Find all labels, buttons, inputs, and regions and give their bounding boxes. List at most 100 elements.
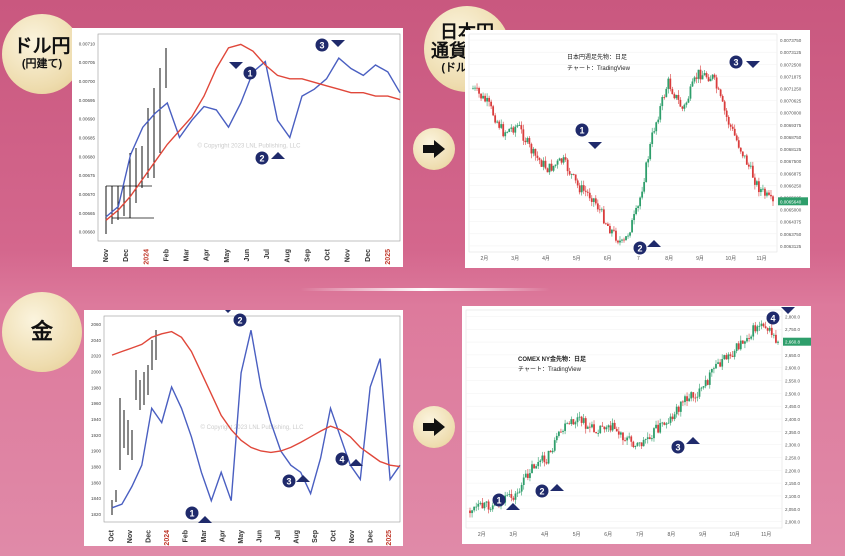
- candle-body: [755, 181, 758, 185]
- candle-body: [500, 124, 503, 128]
- candle-body: [582, 185, 585, 191]
- candle-body: [512, 497, 515, 500]
- candle-body: [659, 423, 662, 433]
- candle-body: [700, 387, 703, 389]
- gold-chart-source: チャート：TradingView: [518, 367, 581, 373]
- candle-body: [701, 75, 704, 80]
- candle-body: [723, 355, 726, 360]
- x-tick-label: 11月: [761, 532, 771, 538]
- x-tick-label: 3月: [510, 532, 518, 538]
- x-tick-label: 7: [637, 256, 640, 262]
- candle-body: [529, 473, 531, 478]
- y-tick-label: 0.0068750: [780, 135, 802, 140]
- candle-body: [485, 501, 488, 503]
- x-tick-label: Feb: [163, 249, 170, 261]
- y-tick-label: 2,800.0: [785, 314, 801, 319]
- candle-body: [541, 455, 544, 461]
- y-tick-label: 0.00690: [79, 117, 96, 122]
- candle-body: [639, 197, 642, 207]
- candle-body: [611, 229, 613, 234]
- candle-body: [526, 138, 529, 143]
- candle-body: [510, 494, 513, 498]
- candle-body: [623, 239, 625, 241]
- candle-body: [591, 424, 593, 428]
- candle-body: [502, 124, 505, 137]
- candle-body: [673, 94, 676, 99]
- candle-body: [572, 419, 575, 425]
- candle-body: [494, 115, 497, 123]
- y-tick-label: 2,750.0: [785, 327, 801, 332]
- candle-body: [725, 110, 728, 117]
- y-tick-label: 1880: [91, 465, 102, 470]
- candle-body: [642, 439, 645, 447]
- watermark: © Copyright 2023 LNL Publishing, LLC: [198, 143, 302, 150]
- candle-body: [572, 174, 575, 175]
- marker-4-triangle: [781, 307, 795, 314]
- y-tick-label: 1920: [91, 433, 102, 438]
- usdjpy-badge-sub: (円建て): [21, 58, 63, 71]
- marker-1-circle: [185, 506, 199, 520]
- candle-body: [479, 502, 482, 504]
- candle-body: [562, 157, 565, 163]
- marker-4-label: 4: [770, 314, 775, 324]
- candle-body: [653, 131, 656, 133]
- candle-body: [677, 94, 680, 100]
- candle-body: [633, 214, 635, 221]
- x-tick-label: Mar: [184, 249, 191, 262]
- candle-body: [731, 126, 734, 129]
- y-tick-label: 0.0063125: [780, 244, 802, 249]
- candle-body: [487, 501, 490, 510]
- marker-1-label: 1: [496, 496, 501, 506]
- x-tick-label: May: [224, 249, 231, 263]
- candle-body: [486, 97, 488, 102]
- candle-body: [735, 135, 738, 141]
- y-tick-label: 0.00700: [79, 79, 96, 84]
- candle-body: [690, 392, 693, 399]
- x-tick-label: Jun: [244, 249, 251, 261]
- gold-futures-chart: 2,800.02,750.02,700.02,650.02,600.02,550…: [465, 307, 811, 538]
- candle-body: [655, 122, 658, 132]
- candle-body: [675, 94, 678, 99]
- candle-body: [606, 223, 609, 226]
- plot-frame: [468, 33, 778, 253]
- candle-body: [580, 416, 583, 423]
- y-tick-label: 0.0065000: [780, 208, 802, 213]
- candle-body: [551, 450, 554, 453]
- x-tick-label: 9月: [699, 532, 707, 538]
- marker-1-circle: [492, 493, 506, 507]
- y-tick-label: 1840: [91, 496, 102, 501]
- y-tick-label: 1820: [91, 512, 102, 517]
- candle-body: [637, 206, 640, 208]
- candle-body: [605, 427, 608, 430]
- gold-badge-title: 金: [30, 319, 53, 345]
- candle-body: [702, 386, 705, 388]
- candle-body: [768, 192, 770, 195]
- candle-body: [704, 380, 707, 387]
- candle-body: [746, 338, 748, 342]
- y-tick-label: 0.0068125: [780, 147, 802, 152]
- right-arrow-icon: [423, 418, 445, 436]
- candle-body: [550, 163, 553, 171]
- y-tick-label: 0.00710: [79, 41, 96, 46]
- candle-body: [594, 198, 597, 204]
- y-tick-label: 0.00665: [79, 211, 96, 216]
- candle-body: [568, 171, 571, 175]
- y-tick-label: 0.00685: [79, 136, 96, 141]
- candle-body: [582, 418, 585, 423]
- candle-body: [514, 493, 517, 500]
- x-tick-label: 8月: [665, 256, 673, 262]
- series-line-0: [105, 57, 401, 218]
- gold-cycle-chart: 2060 2040 2020 2000 1980 1960 1940 1920 1900 1880…: [91, 310, 401, 546]
- section-divider: [300, 288, 550, 291]
- candle-body: [481, 502, 484, 509]
- marker-3-circle: [671, 440, 685, 454]
- candle-body: [506, 494, 509, 496]
- marker-1-triangle: [588, 142, 602, 149]
- candle-body: [766, 328, 769, 331]
- marker-1-triangle: [229, 62, 243, 69]
- candle-body: [651, 132, 654, 144]
- candle-body: [629, 232, 631, 236]
- candle-body: [717, 88, 720, 90]
- candle-body: [469, 510, 471, 514]
- candle-body: [548, 163, 551, 173]
